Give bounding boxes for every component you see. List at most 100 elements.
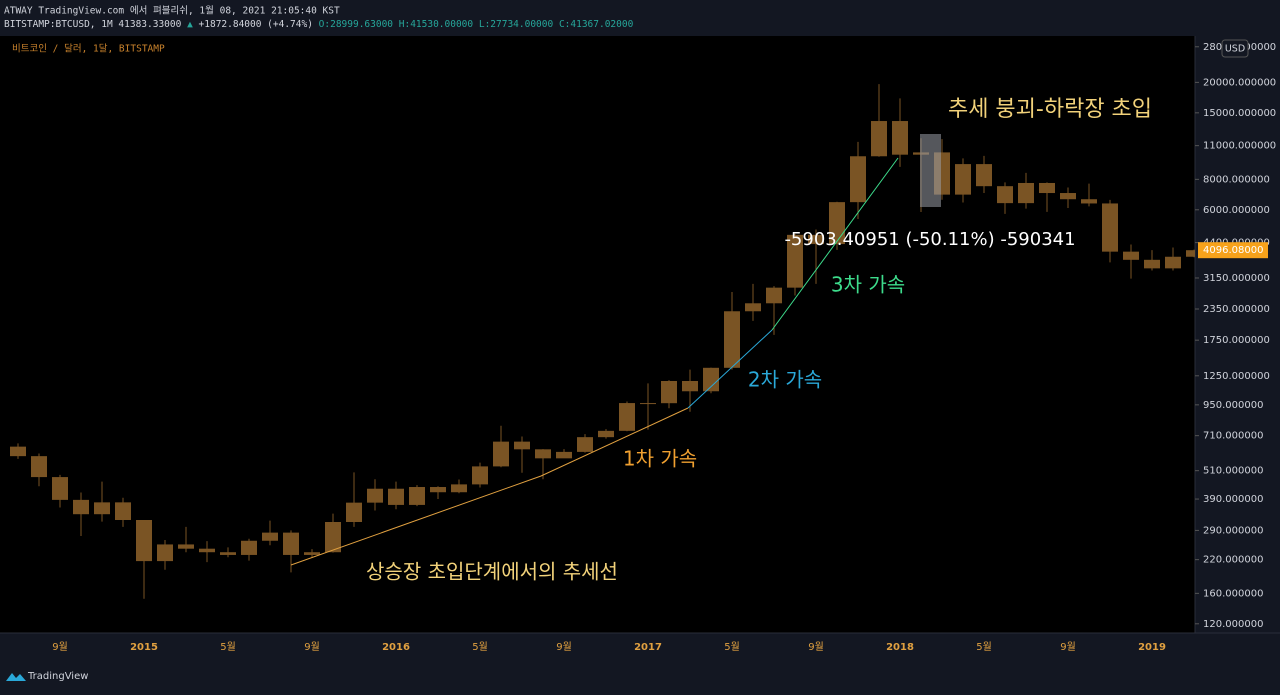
plot-area [0, 36, 1195, 633]
price: 41383.33000 [118, 19, 181, 30]
y-tick-label: 1750.000000 [1203, 335, 1270, 346]
candle-body [787, 234, 803, 288]
x-tick-label: 2015 [130, 642, 158, 653]
candle-body [136, 519, 152, 562]
candle-body [388, 488, 404, 505]
x-tick-label: 5월 [472, 641, 488, 653]
candle-body [619, 403, 635, 431]
candle-body [346, 502, 362, 522]
chart-title: 비트코인 / 달러, 1달, BITSTAMP [12, 43, 165, 55]
annotation: 1차 가속 [623, 447, 697, 471]
footer-brand: TradingView [27, 671, 88, 682]
candle-body [1102, 203, 1118, 252]
price-axis: 28000.00000020000.00000015000.0000001100… [1195, 42, 1276, 630]
last-price-box [1198, 242, 1268, 259]
candle-body [703, 367, 719, 392]
candle-body [178, 544, 194, 549]
y-tick-label: 290.000000 [1203, 525, 1263, 536]
candle-body [556, 451, 572, 459]
candle-body [640, 403, 656, 405]
candle-body [1123, 251, 1139, 260]
candle-body [724, 311, 740, 368]
candle-body [451, 484, 467, 493]
y-tick-label: 950.000000 [1203, 400, 1263, 411]
candle-body [682, 381, 698, 392]
candle-body [304, 552, 320, 555]
x-tick-label: 5월 [724, 641, 740, 653]
currency-box [1221, 39, 1249, 58]
candle-body [199, 548, 215, 553]
y-tick-label: 220.000000 [1203, 555, 1263, 566]
candle-body [766, 287, 782, 304]
measure-box [920, 134, 941, 207]
candle-body [598, 430, 614, 438]
candle-body [241, 540, 257, 555]
y-tick-label: 20000.000000 [1203, 77, 1276, 88]
y-tick-label: 1250.000000 [1203, 371, 1270, 382]
annotation: 추세 붕괴-하락장 초입 [948, 97, 1152, 122]
y-tick-label: 6000.000000 [1203, 205, 1270, 216]
symbol: BITSTAMP:BTCUSD, 1M [4, 19, 113, 30]
candle-body [808, 234, 824, 245]
ohlc-open: O:28999.63000 [319, 19, 394, 30]
y-tick-label: 510.000000 [1203, 466, 1263, 477]
logo [6, 673, 26, 681]
candle-body [661, 381, 677, 404]
candle-body [325, 521, 341, 553]
candle-body [1018, 182, 1034, 204]
candle-body [955, 164, 971, 195]
candle-body [1081, 199, 1097, 204]
candle-body [514, 441, 530, 450]
annotation: 2차 가속 [748, 368, 822, 392]
candle-body [52, 477, 68, 500]
x-tick-label: 2017 [634, 642, 662, 653]
y-tick-label: 8000.000000 [1203, 174, 1270, 185]
change-arrow: ▲ [187, 19, 193, 30]
candle-body [1039, 182, 1055, 194]
candle-body [1186, 250, 1195, 257]
candle-body [892, 121, 908, 155]
trendline-1 [290, 407, 689, 566]
x-tick-label: 9월 [52, 641, 68, 653]
candle-body [367, 488, 383, 503]
measure-label: -5903.40951 (-50.11%) -590341 [784, 229, 1075, 250]
currency: USD [1225, 44, 1245, 55]
trendline-2 [687, 329, 773, 409]
last-price-label: 4096.08000 [1203, 245, 1263, 256]
y-tick-label: 710.000000 [1203, 431, 1263, 442]
x-tick-label: 5월 [220, 641, 236, 653]
ohlc-high: H:41530.00000 [399, 19, 474, 30]
candle-body [829, 202, 845, 245]
y-tick-label: 2350.000000 [1203, 304, 1270, 315]
y-tick-label: 11000.000000 [1203, 141, 1276, 152]
candle-body [94, 502, 110, 515]
candle-body [409, 487, 425, 505]
x-tick-label: 2016 [382, 642, 410, 653]
y-tick-label: 3150.000000 [1203, 273, 1270, 284]
x-tick-label: 9월 [1060, 641, 1076, 653]
candle-body [745, 303, 761, 312]
x-tick-label: 9월 [304, 641, 320, 653]
candle-body [472, 466, 488, 485]
candle-body [535, 449, 551, 459]
candle-body [31, 456, 47, 478]
y-tick-label: 15000.000000 [1203, 108, 1276, 119]
x-tick-label: 5월 [976, 641, 992, 653]
candle-body [976, 164, 992, 187]
candle-body [262, 532, 278, 541]
candle-body [577, 437, 593, 452]
candle-body [220, 552, 236, 555]
candle-body [1060, 193, 1076, 200]
x-tick-label: 9월 [808, 641, 824, 653]
x-tick-label: 2018 [886, 642, 914, 653]
candle-body [997, 186, 1013, 204]
trendline-3 [771, 157, 899, 331]
candle-body [871, 121, 887, 157]
candle-body [73, 499, 89, 515]
candle-body [430, 487, 446, 493]
x-tick-label: 9월 [556, 641, 572, 653]
symbol-info: BITSTAMP:BTCUSD, 1M 41383.33000 ▲ +1872.… [4, 19, 634, 30]
ohlc-close: C:41367.02000 [559, 19, 634, 30]
candle-body [493, 441, 509, 467]
